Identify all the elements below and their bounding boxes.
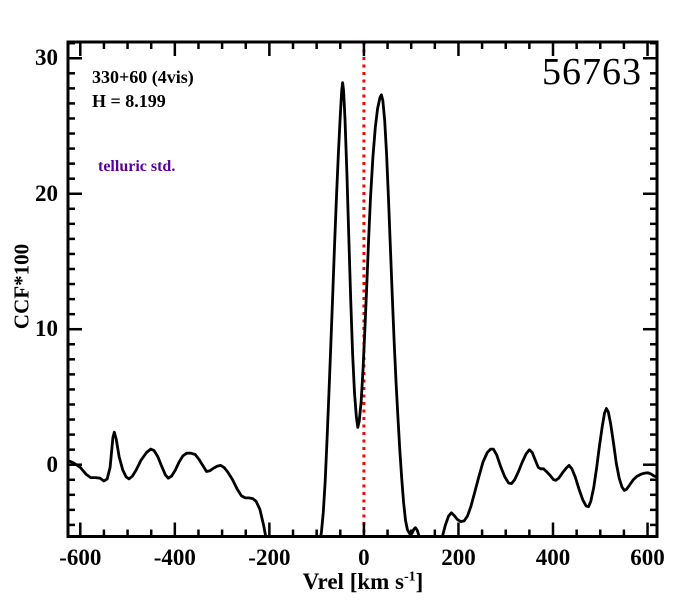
x-axis-title: Vrel [km s-1]	[303, 569, 424, 595]
x-axis-title-sup: -1	[404, 569, 416, 585]
y-tick-label: 10	[35, 316, 58, 342]
x-tick-label: 0	[358, 545, 370, 570]
y-tick-label: 20	[35, 180, 58, 206]
ccf-curve	[68, 81, 657, 537]
x-axis-title-end: ]	[415, 569, 424, 594]
y-tick-label: 30	[35, 45, 58, 71]
x-tick-label: -400	[153, 545, 196, 570]
y-tick-label: 0	[46, 451, 59, 477]
plot-frame	[66, 40, 659, 538]
star-id-label: 56763	[542, 51, 642, 93]
x-tick-label: 600	[630, 545, 665, 570]
x-tick-label: -600	[59, 545, 102, 570]
x-axis-title-main: Vrel [km s	[302, 569, 405, 594]
telluric-std-annotation: telluric std.	[98, 158, 176, 175]
field-annotation: 330+60 (4vis)	[92, 67, 194, 87]
x-tick-label: -200	[248, 545, 291, 570]
x-tick-label: 400	[535, 545, 571, 570]
magnitude-annotation: H = 8.199	[92, 91, 166, 111]
x-tick-label: 200	[441, 545, 476, 570]
